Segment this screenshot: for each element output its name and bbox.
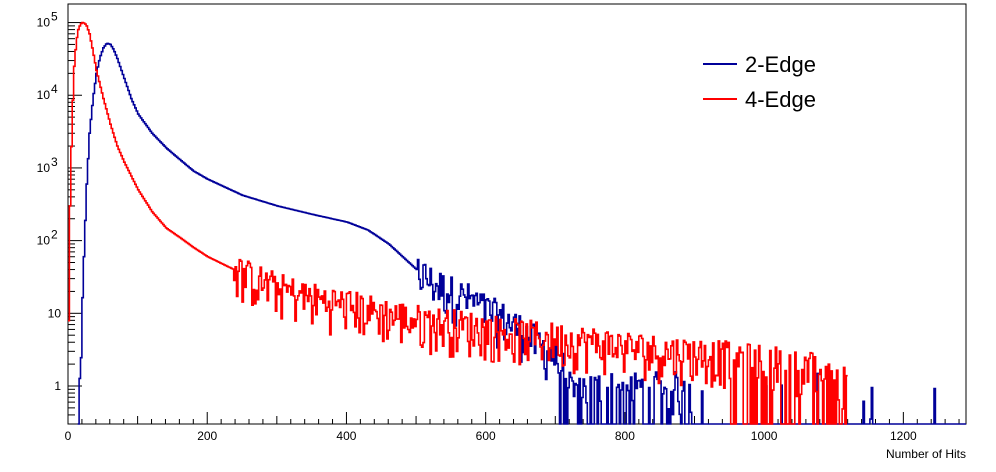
y-tick-label: 10 [37,88,51,102]
y-tick-label: 10 [37,234,51,248]
x-tick-label: 1200 [890,429,917,443]
y-tick-exponent: 4 [51,82,58,96]
x-axis-title: Number of Hits [886,447,966,461]
series-line-2-edge [77,42,966,425]
x-tick-label: 400 [336,429,356,443]
y-tick-label: 10 [37,16,51,30]
x-tick-label: 800 [615,429,635,443]
y-tick-exponent: 2 [51,228,58,242]
y-tick-label: 1 [54,379,61,393]
x-axis: 0 200 400 600 800 1000 1200 [65,412,960,443]
x-tick-label: 200 [197,429,217,443]
legend-label-4-edge: 4-Edge [745,87,816,112]
x-tick-label: 0 [65,429,72,443]
y-tick-label: 10 [37,161,51,175]
y-tick-label: 10 [48,306,62,320]
y-tick-exponent: 5 [51,10,58,24]
x-tick-label: 1000 [751,429,778,443]
series-line-4-edge [68,21,848,425]
frame [67,3,967,425]
plot-area [68,21,966,425]
legend-label-2-edge: 2-Edge [745,52,816,77]
x-tick-label: 600 [476,429,496,443]
y-tick-exponent: 3 [51,155,58,169]
legend: 2-Edge 4-Edge [703,52,816,112]
